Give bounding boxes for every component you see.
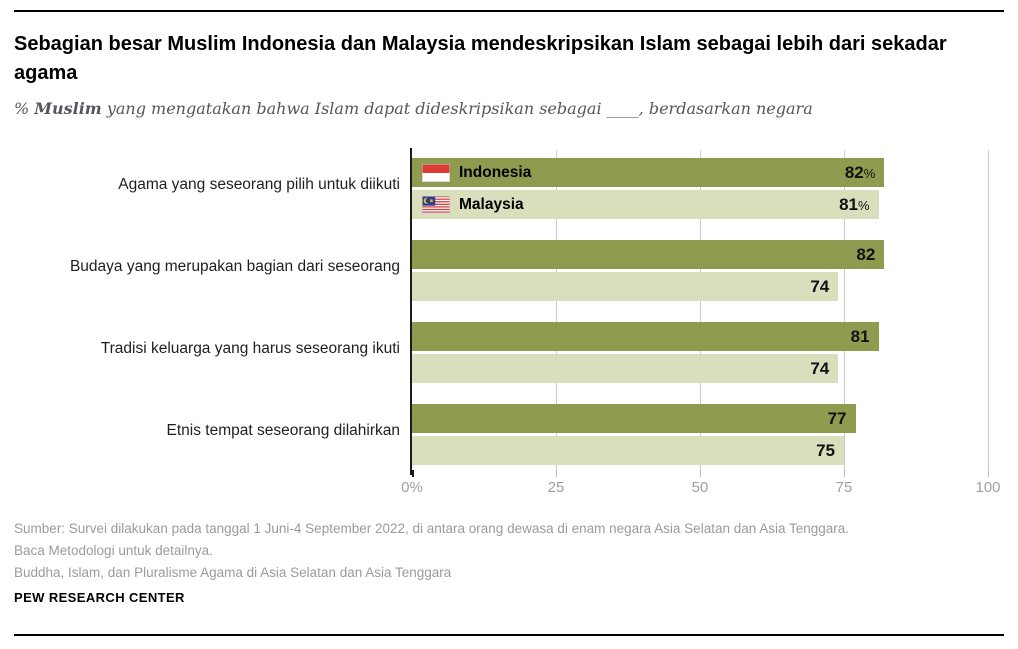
axis-tick-75 [844,470,845,477]
bottom-rule [14,634,1004,636]
legend-country-name: Malaysia [459,195,524,213]
chart-subtitle: % Muslim yang mengatakan bahwa Islam dap… [14,99,813,118]
legend-malaysia: Malaysia [412,195,524,214]
plot-area: Indonesia 82% Malaysia 81% 82 74 81 74 77 75 [410,148,989,475]
category-label: Etnis tempat seseorang dilahirkan [166,422,401,439]
axis-tick-label: 0% [401,479,423,496]
bar-value-label: 81 [850,326,870,346]
bar-value-label: 82% [844,162,876,182]
gridline-25 [556,150,557,470]
gridline-75 [844,150,845,470]
bar-indonesia-2: 81 [412,322,879,351]
source-line-1: Sumber: Survei dilakukan pada tanggal 1 … [14,521,850,536]
subtitle-bold-word: Muslim [34,99,102,118]
legend-country-name: Indonesia [459,163,532,181]
axis-tick-50 [700,470,701,477]
bar-malaysia-0: Malaysia 81% [412,190,879,219]
zero-axis-line [410,148,412,475]
top-rule [14,10,1004,12]
bar-indonesia-3: 77 [412,404,856,433]
category-label: Agama yang seseorang pilih untuk diikuti [118,176,400,193]
x-axis: 0% 25 50 75 100 [401,470,1001,510]
axis-tick-label: 50 [691,479,709,496]
subtitle-prefix: % [14,99,35,118]
brand-label: PEW RESEARCH CENTER [14,590,185,605]
indonesia-flag-icon [422,163,450,182]
axis-tick-label: 100 [975,479,1001,496]
malaysia-flag-icon [422,195,450,214]
category-label: Budaya yang merupakan bagian dari seseor… [69,258,400,275]
bar-value-label: 74 [810,276,830,296]
bar-value-label: 75 [816,440,835,460]
bar-malaysia-2: 74 [412,354,839,383]
bar-indonesia-1: 82 [412,240,885,269]
axis-tick-label: 75 [835,479,853,496]
bar-malaysia-1: 74 [412,272,839,301]
bar-value-label: 77 [827,408,847,428]
axis-tick-label: 25 [547,479,565,496]
gridline-100 [988,150,989,470]
bar-indonesia-0: Indonesia 82% [412,158,885,187]
category-labels: Agama yang seseorang pilih untuk diikuti… [14,150,400,470]
report-title: Buddha, Islam, dan Pluralisme Agama di A… [14,565,452,580]
source-note: Sumber: Survei dilakukan pada tanggal 1 … [14,518,849,561]
bar-value-label: 82 [856,244,876,264]
axis-tick-100 [988,470,989,477]
axis-tick-0 [412,470,414,477]
gridline-50 [700,150,701,470]
bar-malaysia-3: 75 [412,436,844,465]
subtitle-rest: yang mengatakan bahwa Islam dapat didesk… [101,99,813,118]
legend-indonesia: Indonesia [412,163,532,182]
axis-tick-25 [556,470,557,477]
category-label: Tradisi keluarga yang harus seseorang ik… [100,340,400,357]
bar-value-label: 81% [839,194,870,214]
chart-title: Sebagian besar Muslim Indonesia dan Mala… [14,33,947,84]
source-line-2: Baca Metodologi untuk detailnya. [14,542,213,558]
bar-value-label: 74 [810,358,830,378]
